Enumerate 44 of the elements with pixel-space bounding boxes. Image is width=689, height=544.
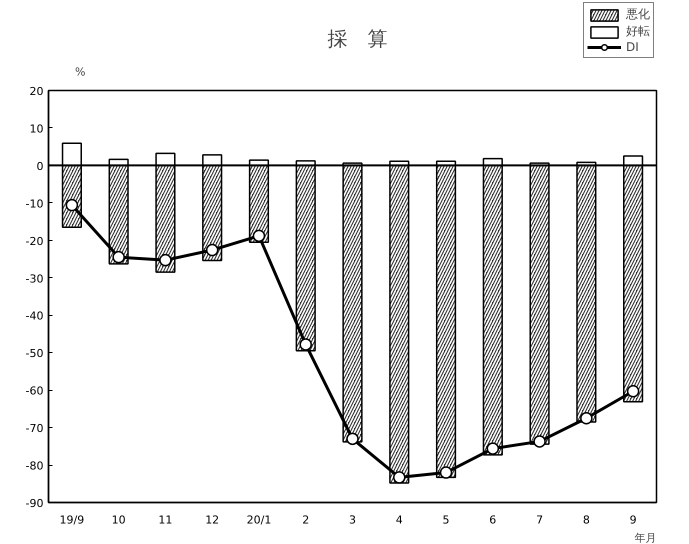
x-tick-label: 12 (205, 514, 220, 526)
x-tick-label: 5 (442, 514, 450, 526)
x-tick-label: 4 (396, 514, 403, 526)
x-tick-label: 10 (112, 514, 126, 526)
legend-label: 好転 (626, 23, 650, 40)
point (66, 198, 78, 212)
point (299, 338, 312, 351)
point (440, 466, 452, 479)
x-tick-label: 3 (349, 514, 356, 526)
x-tick-label: 8 (582, 514, 590, 526)
y-tick-label: 20 (30, 85, 44, 98)
y-tick-label: -40 (26, 310, 44, 323)
y-tick-label: -20 (26, 234, 44, 248)
point (159, 254, 172, 266)
y-tick-label: -50 (26, 347, 44, 360)
point (626, 385, 640, 398)
legend-label: DI (626, 40, 640, 54)
y-tick-label: -60 (26, 384, 44, 398)
point (206, 244, 218, 256)
chart-title: 採 算 (327, 26, 388, 50)
y-tick-label: -90 (26, 497, 44, 510)
point (393, 471, 406, 484)
y-tick-label: -30 (26, 272, 44, 286)
x-tick-label: 7 (536, 514, 544, 526)
point (486, 442, 500, 455)
x-tick-label: 19/9 (60, 514, 84, 526)
y-tick-label: -10 (26, 197, 44, 210)
x-tick-label: 9 (630, 514, 637, 526)
legend-label: 悪化 (626, 6, 650, 23)
x-axis-title: 年月 (634, 532, 656, 544)
y-tick-label: -70 (26, 422, 44, 436)
y-tick-label: -80 (26, 460, 44, 473)
x-tick-label: 20/1 (246, 514, 272, 526)
point (533, 435, 546, 448)
x-tick-label: 6 (489, 514, 496, 526)
y-tick-label: 0 (36, 160, 44, 173)
x-tick-label: 2 (302, 514, 310, 526)
point (252, 230, 266, 242)
x-tick-label: 11 (158, 514, 172, 526)
y-axis-title: % (74, 66, 86, 78)
point (112, 250, 125, 264)
point (346, 432, 359, 446)
point (580, 412, 593, 424)
y-tick-label: 10 (30, 122, 44, 136)
